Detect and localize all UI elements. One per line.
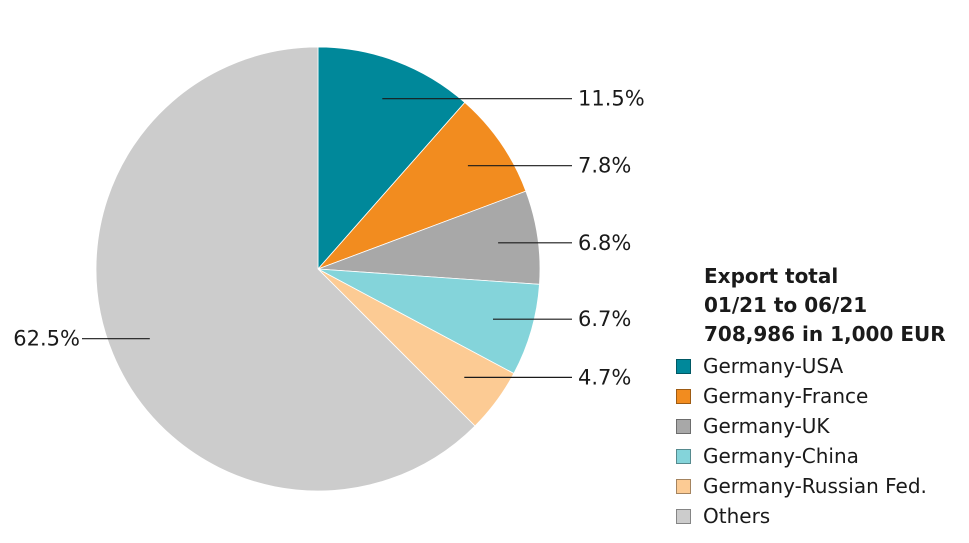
slice-label-germany-china: 6.7% [578, 307, 631, 331]
pie-slice-others [95, 46, 476, 492]
legend-swatch [676, 358, 691, 374]
legend-swatch [676, 448, 691, 464]
legend-title-line: Export total [704, 264, 839, 288]
legend-item-germany-china: Germany-China [676, 441, 966, 471]
legend-title: Export total 01/21 to 06/21 708,986 in 1… [676, 262, 966, 349]
slice-labels: 11.5% 7.8% 6.8% 6.7% 4.7% 62.5% [13, 87, 644, 390]
slice-label-others: 62.5% [13, 327, 80, 351]
legend-title-line: 708,986 in 1,000 EUR [704, 322, 946, 346]
legend: Export total 01/21 to 06/21 708,986 in 1… [676, 262, 966, 531]
pie-slice-germany-usa [317, 46, 466, 271]
leader-lines [82, 98, 572, 378]
pie-slices [95, 46, 541, 492]
slice-label-germany-russian-fed: 4.7% [578, 365, 631, 389]
legend-title-line: 01/21 to 06/21 [704, 293, 868, 317]
legend-items: Germany-USA Germany-France Germany-UK Germa… [676, 351, 966, 531]
legend-item-germany-france: Germany-France [676, 381, 966, 411]
legend-item-germany-usa: Germany-USA [676, 351, 966, 381]
legend-swatch [676, 418, 691, 434]
legend-swatch [676, 388, 691, 404]
legend-label: Germany-France [703, 384, 869, 408]
legend-label: Germany-China [703, 444, 859, 468]
legend-swatch [676, 508, 691, 524]
pie-slice-germany-france [317, 101, 527, 270]
legend-item-germany-uk: Germany-UK [676, 411, 966, 441]
legend-label: Germany-Russian Fed. [703, 474, 927, 498]
slice-label-germany-france: 7.8% [578, 154, 631, 178]
legend-label: Others [703, 504, 771, 528]
slice-label-germany-uk: 6.8% [578, 231, 631, 255]
legend-item-germany-russian-fed: Germany-Russian Fed. [676, 471, 966, 501]
legend-item-others: Others [676, 501, 966, 531]
legend-label: Germany-USA [703, 354, 844, 378]
legend-swatch [676, 478, 691, 494]
slice-label-germany-usa: 11.5% [578, 87, 645, 111]
legend-label: Germany-UK [703, 414, 830, 438]
